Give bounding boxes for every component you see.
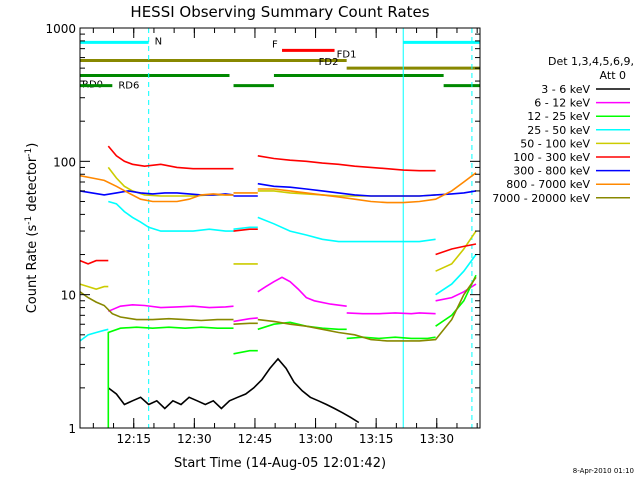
series-line-5-seg-3 [257,155,436,172]
legend-label-4: 50 - 100 keV [520,137,590,150]
series-line-8-seg-0 [79,291,234,322]
flag-label-5: RD6 [118,81,139,92]
x-axis-label: Start Time (14-Aug-05 12:01:42) [174,456,386,471]
flag-label-3: FD2 [319,57,339,68]
series-line-2-seg-3 [346,336,436,340]
legend-label-2: 12 - 25 keV [527,110,590,123]
x-axis-ticks: 12:15 12:30 12:45 13:00 13:15 13:30 [92,28,478,446]
flag-label-1: F [272,39,278,50]
series-line-5-seg-1 [107,145,234,170]
legend-label-7: 800 - 7000 keV [506,178,590,191]
legend-label-5: 100 - 300 keV [513,151,590,164]
x-tick-label-2: 12:45 [238,432,273,446]
series-line-5-seg-0 [79,259,109,265]
series-line-7-seg-0 [79,174,234,203]
x-tick-label-1: 12:30 [177,432,212,446]
series-line-4-seg-0 [79,283,109,290]
y-tick-label-1: 10 [61,289,76,303]
series-line-5-seg-4 [435,243,477,256]
legend-label-8: 7000 - 20000 keV [492,192,590,205]
series-line-6-seg-0 [79,190,234,196]
y-tick-label-2: 100 [53,155,76,169]
vertical-line-layer [148,28,473,428]
y-tick-label-3: 1000 [45,22,76,36]
flag-label-0: N [155,36,162,47]
series-line-1-seg-0 [107,303,234,313]
series-line-6-seg-2 [257,182,477,197]
series-layer [79,145,477,428]
plot-frame [79,27,481,429]
flag-label-2: FD1 [337,50,357,61]
series-line-5-seg-2 [233,228,258,232]
chart-title: HESSI Observing Summary Count Rates [130,3,429,21]
series-line-3-seg-4 [435,254,477,296]
y-axis-label-main: Count Rate (s [25,225,40,314]
series-line-1-seg-1 [233,317,258,323]
flag-layer: NFFD1FD2RD0RD6 [80,36,480,92]
y-axis-ticks: 1 10 100 1000 [45,22,480,436]
x-tick-label-5: 13:30 [419,432,454,446]
legend-label-0: 3 - 6 keV [541,83,590,96]
y-axis-label-sup1: -1 [24,216,34,225]
series-line-8-seg-1 [233,322,258,325]
legend-label-1: 6 - 12 keV [534,97,590,110]
legend-label-3: 25 - 50 keV [527,124,590,137]
series-line-2-seg-1 [233,349,258,355]
series-line-0-seg-0 [107,357,360,424]
series-line-1-seg-3 [346,312,436,315]
legend-header-line2: Att 0 [600,69,626,82]
x-tick-label-0: 12:15 [116,432,151,446]
y-axis-label-sup2: -1 [24,148,34,157]
legend-header-line1: Det 1,3,4,5,6,9, [548,55,634,68]
series-line-4-seg-4 [435,230,477,272]
legend-label-6: 300 - 800 keV [513,165,590,178]
y-tick-label-0: 1 [68,422,76,436]
series-line-2-seg-4 [435,274,477,327]
x-tick-label-4: 13:15 [359,432,394,446]
series-line-7-seg-2 [257,172,477,204]
series-line-1-seg-2 [257,276,347,307]
series-line-3-seg-1 [108,200,234,232]
y-axis-label-end: ) [25,143,40,148]
series-line-3-seg-2 [233,226,258,230]
y-axis-label-mid: detector [25,156,40,216]
x-tick-label-3: 13:00 [298,432,333,446]
series-line-3-seg-0 [79,328,109,342]
series-line-8-seg-2 [257,276,477,342]
footer-timestamp: 8-Apr-2010 01:10 [573,467,634,475]
y-axis-label: Count Rate (s-1 detector-1) [24,143,40,314]
series-line-3-seg-3 [257,216,436,243]
series-line-2-seg-0 [107,326,234,428]
